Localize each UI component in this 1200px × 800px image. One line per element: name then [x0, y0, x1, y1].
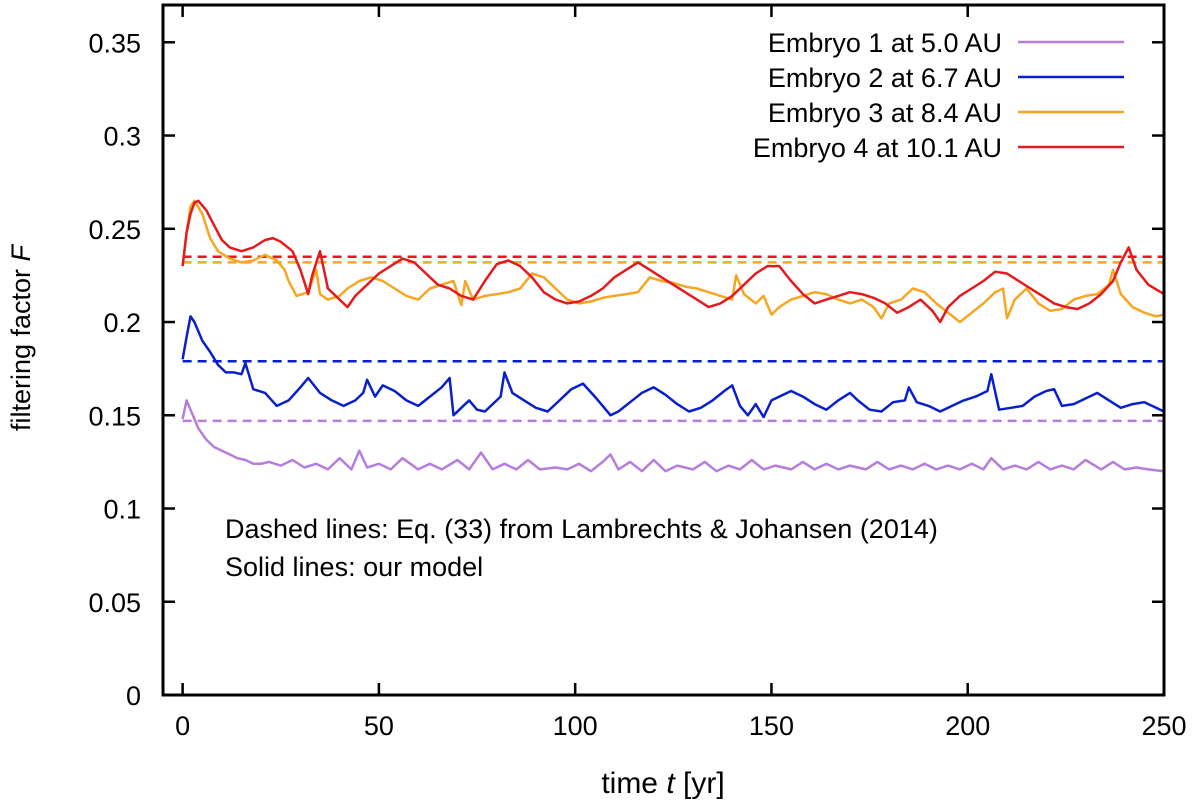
x-tick-label: 150 [749, 711, 794, 741]
x-axis-label-unit: [yr] [675, 767, 725, 800]
y-tick-label: 0.2 [103, 308, 141, 338]
y-tick-label: 0.05 [88, 588, 141, 618]
x-tick-label: 0 [175, 711, 190, 741]
annotation-dashed: Dashed lines: Eq. (33) from Lambrechts &… [225, 514, 938, 544]
y-tick-label: 0.15 [88, 401, 141, 431]
legend-label-embryo-3: Embryo 3 at 8.4 AU [768, 98, 1002, 128]
legend-label-embryo-1: Embryo 1 at 5.0 AU [768, 28, 1002, 58]
y-tick-label: 0.1 [103, 495, 141, 525]
y-tick-label: 0.3 [103, 122, 141, 152]
legend: Embryo 1 at 5.0 AU Embryo 2 at 6.7 AU Embr… [753, 28, 1124, 163]
y-tick-label: 0 [126, 681, 141, 711]
series-line-embryo-2 [181, 315, 1165, 419]
y-tick-label: 0.25 [88, 215, 141, 245]
series-line-embryo-1 [181, 399, 1165, 473]
y-axis-label: filtering factor F [6, 243, 36, 431]
y-axis-label-var: F [6, 243, 36, 261]
x-tick-label: 200 [945, 711, 990, 741]
x-tick-label: 50 [364, 711, 394, 741]
x-tick-label: 250 [1141, 711, 1186, 741]
plot-frame [161, 3, 1166, 697]
series-line-embryo-3 [181, 199, 1165, 324]
y-tick-labels: 0 0.05 0.1 0.15 0.2 0.25 0.3 0.35 [88, 28, 141, 711]
legend-label-embryo-4: Embryo 4 at 10.1 AU [753, 133, 1002, 163]
x-tick-labels: 0 50 100 150 200 250 [175, 711, 1186, 741]
y-axis-label-prefix: filtering factor [6, 261, 36, 431]
series-line-embryo-4 [181, 199, 1165, 324]
tick-marks [163, 5, 1166, 697]
dashed-reference-lines [182, 255, 1164, 423]
series-lines [181, 199, 1165, 473]
annotation-solid: Solid lines: our model [225, 552, 483, 582]
x-tick-label: 100 [553, 711, 598, 741]
x-axis-label: time t [yr] [601, 767, 724, 800]
y-tick-label: 0.35 [88, 28, 141, 58]
x-axis-label-prefix: time [601, 767, 666, 800]
x-axis-label-var: t [666, 767, 676, 800]
legend-label-embryo-2: Embryo 2 at 6.7 AU [768, 63, 1002, 93]
